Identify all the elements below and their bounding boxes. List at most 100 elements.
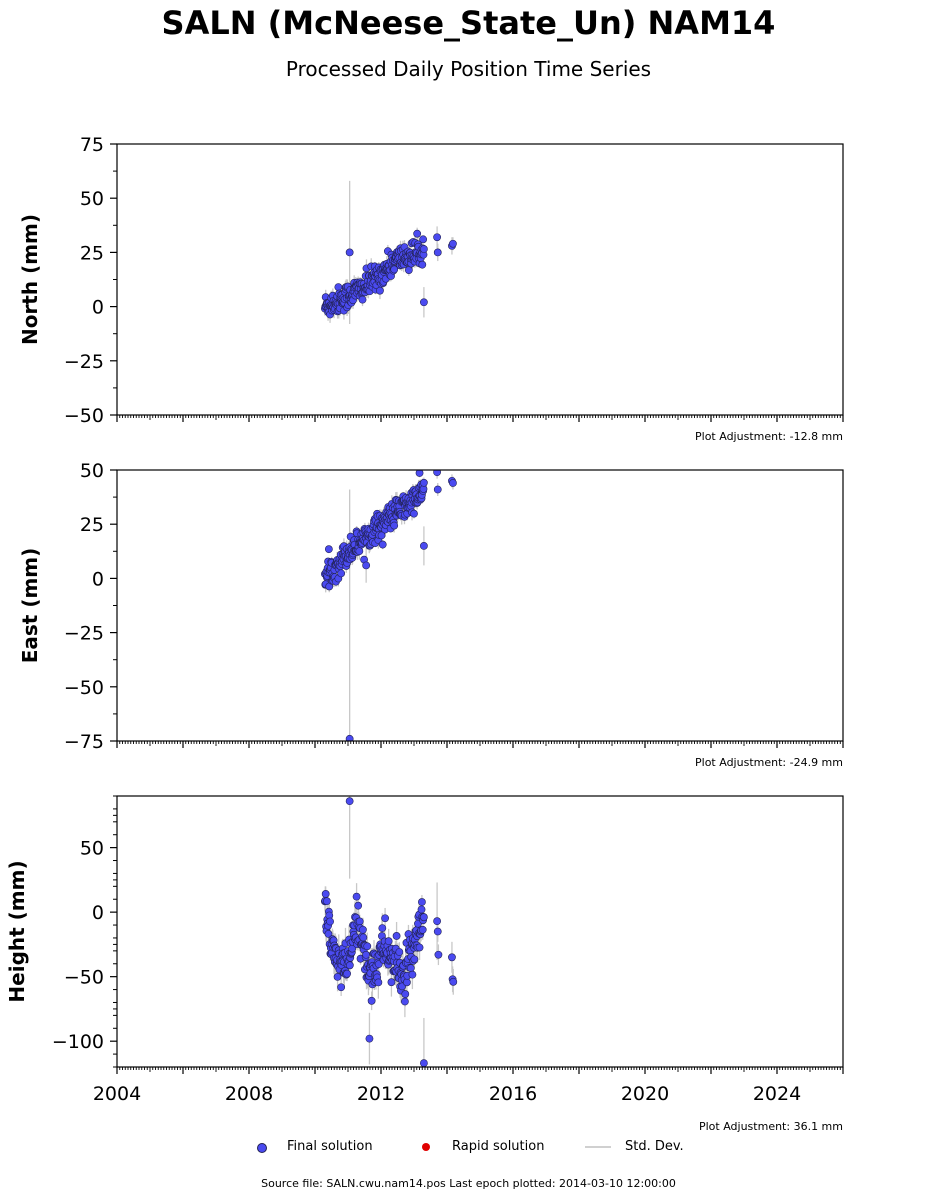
data-point	[406, 964, 415, 973]
data-point	[419, 298, 428, 307]
data-point	[367, 996, 376, 1005]
data-layer	[320, 470, 457, 741]
panel-north: −50 −25 0 25 50 75 North (mm) Plot Adjustment: …	[18, 134, 844, 443]
y-axis-label: East (mm)	[18, 548, 42, 664]
legend-label-final: Final solution	[287, 1139, 373, 1154]
data-point	[326, 917, 334, 926]
data-point	[363, 942, 372, 951]
y-tick-label: −50	[64, 677, 104, 699]
y-axis-label: North (mm)	[18, 214, 42, 345]
x-tick-label: 2004	[93, 1083, 141, 1105]
std-dev-line-icon	[585, 1146, 611, 1148]
data-point	[417, 905, 426, 914]
y-tick-label: −50	[64, 405, 104, 427]
y-tick-label: −100	[52, 1031, 104, 1053]
data-point	[334, 283, 343, 291]
data-point	[404, 266, 413, 274]
data-point	[359, 925, 367, 934]
panel-height: −100 −50 0 50 2004 2008 2012 2016 2020 2024 Height…	[5, 795, 844, 1133]
data-point	[395, 948, 404, 956]
y-tick-label: 50	[80, 838, 104, 860]
y-tick-label: 75	[80, 134, 104, 156]
legend-label-rapid: Rapid solution	[452, 1139, 545, 1154]
plot-adjustment-note: Plot Adjustment: 36.1 mm	[699, 1120, 843, 1133]
y-tick-label: 0	[92, 902, 104, 924]
data-point	[345, 734, 354, 741]
data-point	[449, 479, 457, 487]
axes-frame	[116, 469, 844, 742]
data-point	[321, 890, 330, 898]
y-tick-label: −25	[64, 351, 104, 373]
data-point	[410, 955, 419, 964]
y-tick-label: 0	[92, 297, 104, 319]
chart-title: SALN (McNeese_State_Un) NAM14	[161, 4, 776, 42]
data-point	[355, 917, 364, 926]
data-point	[354, 901, 363, 910]
data-point	[449, 239, 457, 248]
data-point	[376, 286, 384, 295]
data-point	[333, 973, 342, 981]
data-point	[345, 961, 354, 970]
data-point	[408, 970, 417, 979]
data-layer	[320, 180, 457, 324]
data-point	[418, 260, 427, 269]
data-point	[419, 913, 428, 922]
data-point	[358, 295, 367, 304]
x-tick-label: 2020	[621, 1083, 669, 1105]
data-point	[345, 797, 354, 806]
y-tick-label: 25	[80, 242, 104, 264]
data-point	[402, 978, 411, 987]
data-point	[365, 1034, 374, 1043]
y-tick-label: 50	[80, 460, 104, 482]
data-point	[434, 950, 443, 959]
data-point	[387, 978, 396, 987]
data-point	[392, 932, 401, 940]
data-point	[322, 897, 331, 906]
plot-adjustment-note: Plot Adjustment: -12.8 mm	[695, 430, 843, 443]
y-tick-label: 50	[80, 188, 104, 210]
data-point	[418, 925, 427, 934]
y-tick-label: −50	[64, 967, 104, 989]
data-point	[448, 953, 456, 962]
x-tick-label: 2016	[489, 1083, 537, 1105]
axes-frame	[116, 795, 844, 1068]
y-tick-label: 25	[80, 514, 104, 536]
data-point	[433, 927, 442, 936]
data-point	[400, 997, 409, 1006]
rapid-solution-marker-icon	[422, 1143, 430, 1151]
data-point	[410, 509, 418, 518]
x-tick-label: 2024	[753, 1083, 801, 1105]
data-point	[362, 950, 370, 959]
data-point	[433, 470, 441, 477]
data-point	[337, 569, 346, 578]
y-tick-label: −75	[64, 731, 104, 753]
data-point	[345, 248, 354, 257]
legend: Final solution Rapid solution Std. Dev.	[250, 1137, 720, 1159]
data-point	[418, 898, 426, 906]
data-point	[433, 917, 441, 926]
data-point	[337, 983, 346, 992]
data-point	[324, 930, 333, 938]
data-point	[390, 521, 399, 530]
final-solution-marker-icon	[257, 1143, 267, 1153]
data-point	[401, 990, 410, 998]
data-point	[378, 540, 387, 549]
panel-east: −75 −50 −25 0 25 50 East (mm) Plot Adjustment: …	[18, 460, 844, 769]
data-point	[433, 485, 442, 494]
data-point	[377, 531, 386, 540]
data-point	[419, 245, 428, 253]
plot-adjustment-note: Plot Adjustment: -24.9 mm	[695, 756, 843, 769]
data-point	[359, 933, 368, 942]
chart-subtitle: Processed Daily Position Time Series	[285, 57, 652, 81]
source-footer: Source file: SALN.cwu.nam14.pos Last epo…	[261, 1177, 676, 1190]
data-point	[362, 561, 371, 570]
data-point	[420, 1059, 428, 1067]
data-point	[390, 265, 399, 274]
data-point	[413, 229, 422, 238]
data-point	[433, 248, 442, 257]
data-point	[419, 541, 428, 550]
data-point	[378, 924, 387, 933]
data-point	[433, 233, 441, 242]
data-point	[352, 892, 361, 901]
